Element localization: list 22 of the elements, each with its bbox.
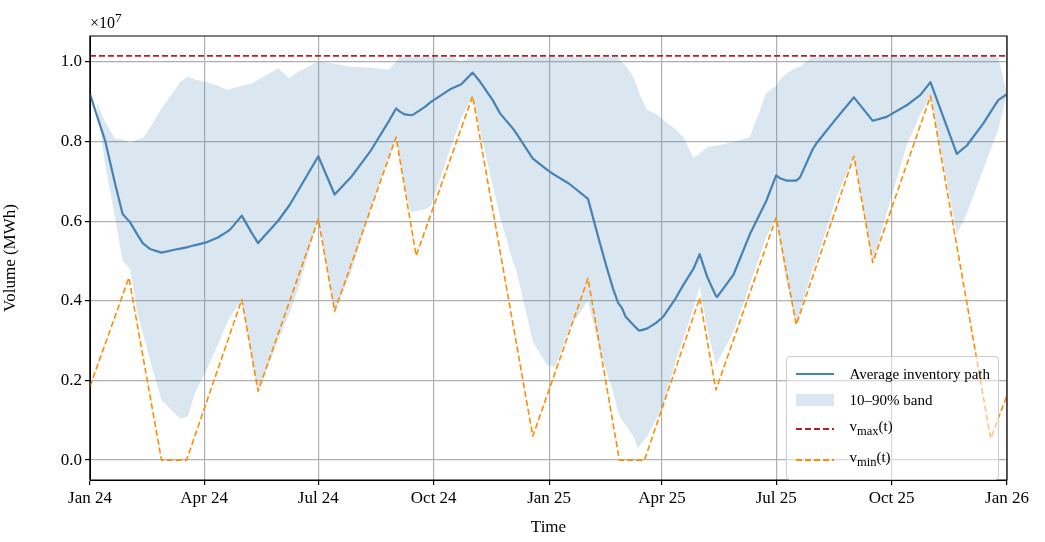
x-tick-label: Oct 25 xyxy=(868,487,915,507)
y-axis-title: Volume (MWh) xyxy=(0,204,19,312)
x-tick-label: Jan 25 xyxy=(527,487,572,507)
y-tick-label: 0.8 xyxy=(60,130,82,150)
x-tick-label: Apr 25 xyxy=(638,487,686,507)
annotation: 10–90% band xyxy=(849,391,933,410)
x-tick-label: Oct 24 xyxy=(410,487,458,507)
x-tick-label: Jul 24 xyxy=(297,487,340,507)
x-tick-label: Apr 24 xyxy=(180,487,229,507)
x-tick-label: Jul 25 xyxy=(755,487,797,507)
y-tick-label: 0.4 xyxy=(60,290,83,310)
x-axis-title: Time xyxy=(530,517,567,537)
y-tick-label: 0.0 xyxy=(60,449,82,469)
x-tick-label: Jan 24 xyxy=(68,487,113,507)
y-tick-label: 0.2 xyxy=(60,369,82,389)
y-tick-label: 1.0 xyxy=(60,51,82,71)
text: ×10$^{7}$ xyxy=(90,10,122,33)
y-tick-label: 0.6 xyxy=(60,210,82,230)
x-tick-label: Jan 26 xyxy=(985,487,1029,507)
legend-label: v$_{max}$(t) xyxy=(849,417,893,440)
legend-label: v$_{min}$(t) xyxy=(849,448,891,471)
legend-label: Average inventory path xyxy=(849,365,990,384)
